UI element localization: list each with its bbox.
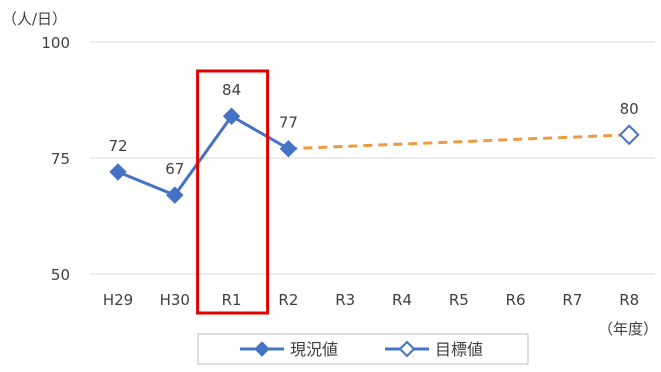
legend-marker-1 [254,341,270,357]
y-tick-label: 50 [51,266,70,284]
highlight-rect-r1 [196,69,270,315]
gridlines: 50 75 100 [41,34,655,284]
x-tick-label-h30: H30 [160,291,190,309]
x-tick-label-r1: R1 [222,291,242,309]
series-2: 80 [618,100,640,146]
series-1: 72 67 84 77 [108,81,298,204]
x-tick-label-r4: R4 [392,291,412,309]
legend: 現況値 目標値 [197,333,529,365]
axes: H29 H30 R1 R2 R3 R4 R5 R6 R7 R8 [103,291,639,309]
data-point-r2 [279,140,298,158]
y-unit-label: （人/日） [2,10,67,28]
x-tick-label-r2: R2 [278,291,298,309]
data-point-r1 [222,107,241,125]
data-label-r8: 80 [620,100,639,118]
highlight-box [196,69,270,315]
legend-label-2: 目標値 [435,340,483,359]
x-tick-label-h29: H29 [103,291,133,309]
trend-line [288,133,630,151]
data-label-r2: 77 [279,114,298,132]
x-unit-label: （年度） [598,320,658,338]
x-tick-label-r8: R8 [619,291,639,309]
x-tick-label-r3: R3 [335,291,355,309]
y-tick-label: 100 [41,34,70,52]
x-tick-label-r7: R7 [562,291,582,309]
legend-marker-2 [398,340,416,358]
data-point-r8 [618,124,640,146]
data-label-h30: 67 [165,160,184,178]
data-point-h30 [166,186,184,204]
data-label-r1: 84 [222,81,241,99]
data-label-h29: 72 [108,137,127,155]
series-line [117,114,290,197]
y-tick-label: 75 [51,150,70,168]
x-tick-label-r5: R5 [449,291,469,309]
legend-label-1: 現況値 [290,340,338,359]
series: 72 67 84 77 80 [108,81,640,204]
data-point-h29 [109,163,127,181]
target-trend-line [288,133,630,151]
x-tick-label-r6: R6 [506,291,526,309]
